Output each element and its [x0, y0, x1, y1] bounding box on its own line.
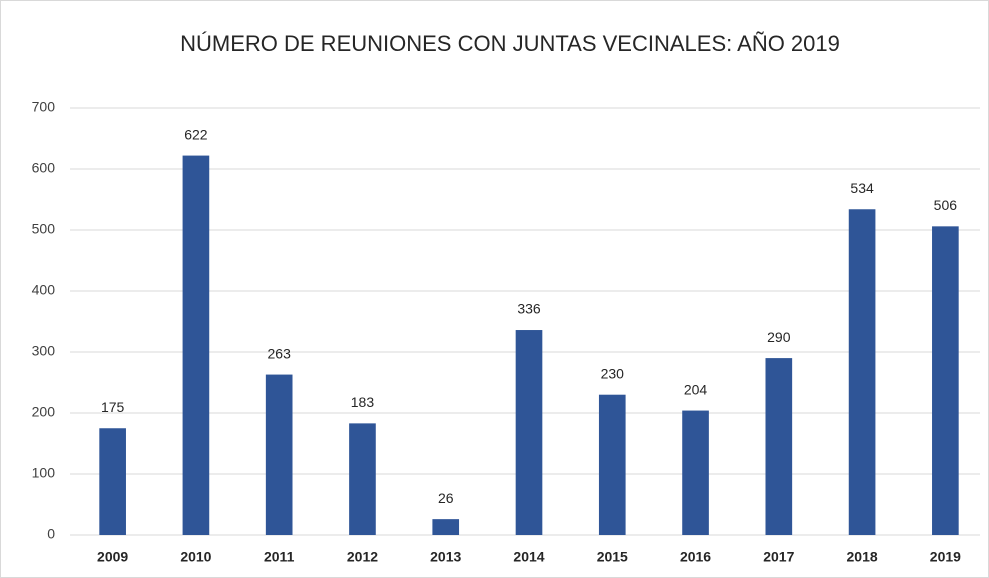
- x-tick-label: 2012: [347, 549, 378, 565]
- y-tick-label: 700: [32, 99, 56, 115]
- data-label: 230: [601, 365, 625, 381]
- data-label: 26: [438, 490, 454, 506]
- chart-title: NÚMERO DE REUNIONES CON JUNTAS VECINALES…: [180, 31, 840, 56]
- bar: [765, 358, 793, 535]
- data-label: 204: [684, 381, 708, 397]
- y-tick-label: 500: [32, 221, 56, 237]
- x-tick-label: 2010: [180, 549, 211, 565]
- bar: [265, 374, 293, 535]
- data-label: 506: [934, 197, 958, 213]
- bar: [682, 410, 709, 535]
- x-tick-label: 2014: [513, 549, 544, 565]
- x-tick-label: 2018: [847, 549, 878, 565]
- x-tick-label: 2009: [97, 549, 128, 565]
- x-tick-label: 2016: [680, 549, 711, 565]
- y-tick-label: 100: [32, 465, 56, 481]
- x-tick-label: 2019: [930, 549, 961, 565]
- bar: [932, 226, 959, 535]
- x-tick-label: 2017: [763, 549, 794, 565]
- data-label: 622: [184, 126, 208, 142]
- y-tick-label: 400: [32, 282, 56, 298]
- data-label: 534: [850, 180, 874, 196]
- data-label: 175: [101, 399, 125, 415]
- x-tick-label: 2013: [430, 549, 461, 565]
- bar: [598, 394, 626, 535]
- y-tick-label: 0: [47, 526, 55, 542]
- data-label: 290: [767, 329, 791, 345]
- x-tick-label: 2011: [264, 549, 295, 565]
- bar: [99, 428, 126, 535]
- bar: [848, 209, 876, 535]
- bar: [515, 330, 543, 535]
- data-label: 263: [268, 345, 292, 361]
- bar: [182, 155, 210, 535]
- bar: [349, 423, 376, 535]
- data-label: 183: [351, 394, 375, 410]
- data-label: 336: [517, 301, 541, 317]
- y-tick-label: 200: [32, 404, 56, 420]
- x-tick-label: 2015: [597, 549, 628, 565]
- y-tick-label: 600: [32, 160, 56, 176]
- y-tick-label: 300: [32, 343, 56, 359]
- bar: [432, 519, 460, 535]
